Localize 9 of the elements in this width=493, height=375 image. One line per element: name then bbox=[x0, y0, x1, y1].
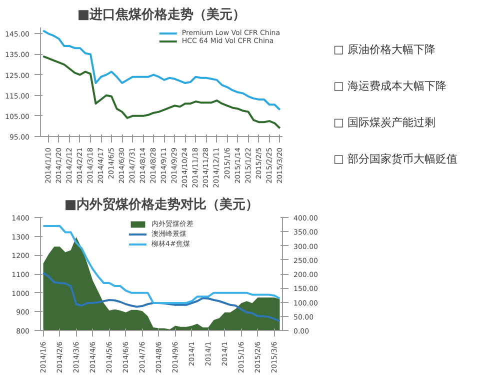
text: □ 国际煤炭产能过剩 bbox=[334, 116, 436, 129]
text: □ 部分国家货币大幅贬值 bbox=[334, 152, 458, 166]
text: □ 原油价格大幅下降 bbox=[334, 42, 436, 56]
text: □ 海运费成本大幅下降 bbox=[334, 79, 446, 92]
line-series bbox=[42, 55, 281, 130]
chart-title: ■进口焦煤价格走势（美元） bbox=[77, 6, 246, 22]
line-series bbox=[42, 30, 281, 111]
line-series bbox=[42, 272, 281, 322]
chart-title: ■内外贸煤价格走势对比（美元） bbox=[64, 196, 259, 212]
